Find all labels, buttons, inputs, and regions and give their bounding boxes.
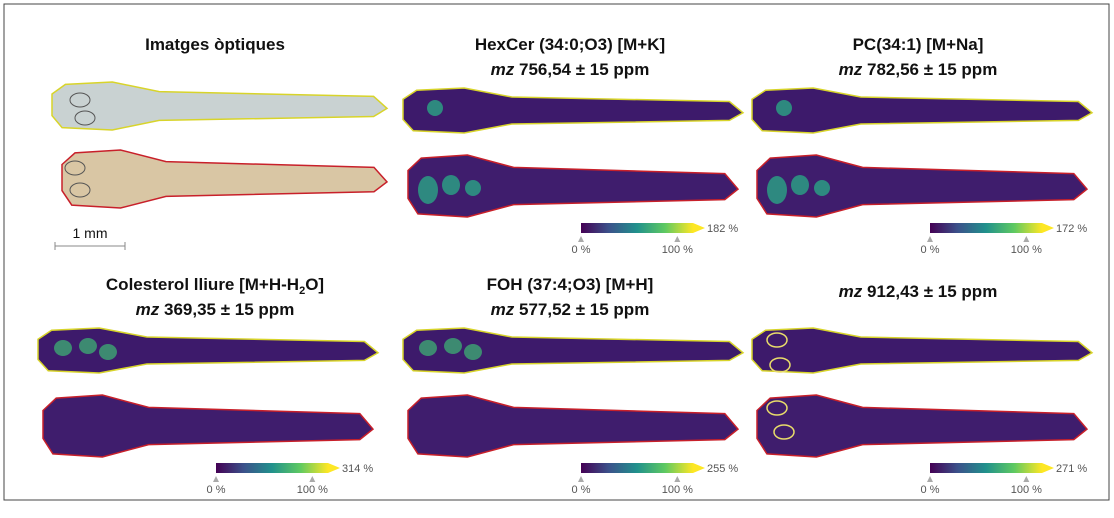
title-part: PC(34:1) [M+Na] (853, 35, 984, 54)
panel-title: FOH (37:4;O3) [M+H] (487, 275, 654, 294)
ion-image (757, 395, 1087, 457)
colorbar-min: 0 % (921, 484, 940, 496)
colorbar-max: 271 % (1056, 463, 1087, 475)
colorbar-tick (927, 476, 933, 482)
optical-image (52, 82, 387, 130)
scale-bar-label: 1 mm (73, 225, 108, 241)
colorbar-tick (213, 476, 219, 482)
ion-image (752, 88, 1092, 133)
mz-label: mz (839, 60, 863, 79)
colorbar-tick (578, 236, 584, 242)
panel-title: PC(34:1) [M+Na] (853, 35, 984, 54)
mz-label: mz (839, 282, 863, 301)
ion-signal (464, 344, 482, 360)
panel-title: HexCer (34:0;O3) [M+K] (475, 35, 665, 54)
ion-signal (79, 338, 97, 354)
optical-title: Imatges òptiques (145, 35, 285, 54)
panel-mz: mz 756,54 ± 15 ppm (491, 60, 650, 79)
ion-signal (814, 180, 830, 196)
colorbar-extend (1042, 223, 1054, 233)
ion-signal (427, 100, 443, 116)
colorbar (581, 463, 693, 473)
colorbar-min: 0 % (921, 244, 940, 256)
panel-mz: mz 369,35 ± 15 ppm (136, 300, 295, 319)
colorbar-mid: 100 % (1011, 484, 1042, 496)
mz-value: 577,52 ± 15 ppm (514, 300, 649, 319)
colorbar-tick (309, 476, 315, 482)
colorbar-mid: 100 % (662, 484, 693, 496)
panel-mz: mz 577,52 ± 15 ppm (491, 300, 650, 319)
colorbar-tick (578, 476, 584, 482)
colorbar-tick (1023, 236, 1029, 242)
colorbar-min: 0 % (572, 244, 591, 256)
ion-image (43, 395, 373, 457)
optical-image (62, 150, 387, 208)
ion-signal (791, 175, 809, 195)
ion-image (403, 88, 743, 133)
panel-mz: mz 782,56 ± 15 ppm (839, 60, 998, 79)
ion-signal (54, 340, 72, 356)
figure: Imatges òptiques 1 mm HexCer (34:0;O3) [… (0, 0, 1114, 513)
ion-signal (99, 344, 117, 360)
title-part: HexCer (34:0;O3) [M+K] (475, 35, 665, 54)
title-part: FOH (37:4;O3) [M+H] (487, 275, 654, 294)
ion-signal (465, 180, 481, 196)
colorbar-extend (1042, 463, 1054, 473)
ion-signal (442, 175, 460, 195)
colorbar-mid: 100 % (662, 244, 693, 256)
mz-label: mz (136, 300, 160, 319)
colorbar-tick (674, 236, 680, 242)
ion-signal (444, 338, 462, 354)
colorbar-max: 172 % (1056, 223, 1087, 235)
ion-signal (776, 100, 792, 116)
colorbar-min: 0 % (572, 484, 591, 496)
ion-signal (419, 340, 437, 356)
colorbar-mid: 100 % (1011, 244, 1042, 256)
mz-value: 782,56 ± 15 ppm (862, 60, 997, 79)
panel-title: Colesterol lliure [M+H-H2O] (106, 275, 324, 297)
ion-image (408, 395, 738, 457)
colorbar-tick (1023, 476, 1029, 482)
colorbar-max: 255 % (707, 463, 738, 475)
colorbar-extend (693, 463, 705, 473)
mz-value: 912,43 ± 15 ppm (862, 282, 997, 301)
mz-label: mz (491, 300, 515, 319)
colorbar-extend (693, 223, 705, 233)
title-part: Colesterol lliure [M+H-H (106, 275, 299, 294)
mz-value: 756,54 ± 15 ppm (514, 60, 649, 79)
colorbar (581, 223, 693, 233)
colorbar-max: 314 % (342, 463, 373, 475)
colorbar-tick (927, 236, 933, 242)
title-part: O] (305, 275, 324, 294)
ion-signal (418, 176, 438, 204)
colorbar-mid: 100 % (297, 484, 328, 496)
mz-value: 369,35 ± 15 ppm (159, 300, 294, 319)
ion-signal (767, 176, 787, 204)
panel-mz: mz 912,43 ± 15 ppm (839, 282, 998, 301)
mz-label: mz (491, 60, 515, 79)
colorbar (930, 223, 1042, 233)
colorbar (216, 463, 328, 473)
ion-image (752, 328, 1092, 373)
colorbar-tick (674, 476, 680, 482)
colorbar (930, 463, 1042, 473)
colorbar-extend (328, 463, 340, 473)
colorbar-min: 0 % (207, 484, 226, 496)
colorbar-max: 182 % (707, 223, 738, 235)
